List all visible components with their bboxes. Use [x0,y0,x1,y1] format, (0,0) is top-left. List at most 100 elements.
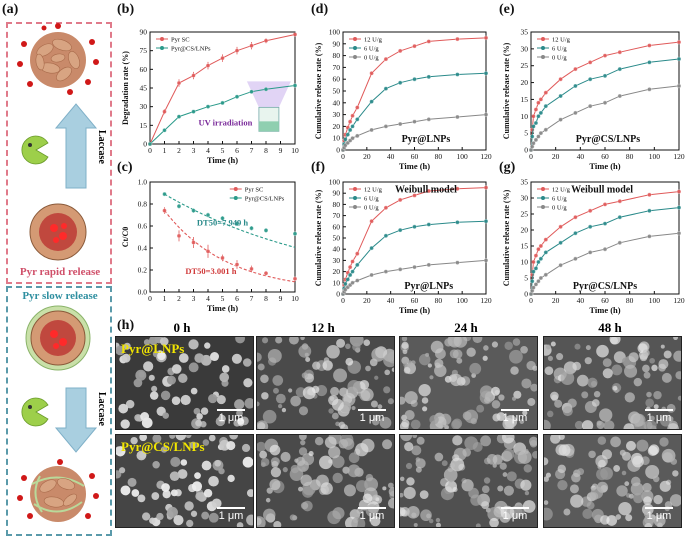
scale-bar-line [358,507,386,509]
legend-label: Pyr@CS/LNPs [245,196,285,203]
particle [550,435,561,444]
particle [512,338,521,346]
particle [434,364,447,377]
particle [443,468,458,482]
particle [242,358,252,367]
particle [288,337,299,345]
particle [632,413,646,427]
data-point [263,228,269,233]
particle [642,349,650,357]
chart-c: 0 1 2 3 4 5 6 7 8 9 10 0.0 0.2 0.4 0.6 0.8 1.0 Time (h) Ct… [121,178,299,314]
particle [421,397,429,404]
x-tick-label: 2 [177,146,181,155]
particle [624,481,630,487]
particle [298,344,312,358]
particle [482,355,488,361]
data-point [191,208,196,213]
particle [647,445,658,457]
legend-marker [353,46,357,50]
x-tick-label: 7 [250,294,254,303]
y-tick-label: 20 [333,267,341,276]
data-point [249,266,254,272]
uv-light-cone [246,81,291,108]
data-point [292,83,298,88]
data-point [426,262,431,268]
legend-marker [541,205,545,209]
x-tick-label: 40 [387,296,395,305]
particle [391,367,394,373]
data-point [369,127,374,133]
data-point [412,193,417,198]
particle [644,522,653,527]
column-title-0h: 0 h [173,320,191,335]
y-tick-label: 60 [333,75,341,84]
panel-letter-e: (e) [499,2,515,17]
x-tick-label: 60 [601,152,609,161]
data-point [536,134,541,139]
particle [406,477,415,486]
particle [148,337,158,346]
particle [178,373,188,384]
particle [347,464,361,478]
data-point [455,36,460,42]
panel-letter-f: (f) [311,160,325,175]
particle [418,353,431,366]
particle [618,501,632,516]
particle [621,470,627,476]
x-tick-label: 120 [480,152,492,161]
data-point [383,56,389,62]
x-tick-label: 3 [192,146,196,155]
data-point [350,136,355,141]
data-point [558,224,563,229]
data-point [176,204,182,209]
x-tick-label: 3 [192,294,196,303]
data-point [176,80,182,86]
particle [504,341,513,351]
data-point [426,74,431,79]
data-point [483,185,489,190]
data-point [347,119,353,124]
particle [173,515,184,526]
y-tick-label: 35 [521,178,529,187]
particle [118,403,129,414]
data-point [292,32,298,37]
scale-bar: 1 μm [358,507,386,522]
particle [365,365,371,372]
data-point [558,117,563,122]
particle [429,414,439,425]
particle [550,341,556,347]
series-g-2 [528,231,682,297]
particle [449,462,455,469]
y-tick-label: 0.0 [138,288,148,297]
x-tick-label: 5 [221,294,225,303]
particle [544,457,549,466]
column-title-48h: 48 h [598,320,622,335]
data-point [538,110,544,116]
laccase-label-bottom: Laccase [96,392,107,426]
data-point [426,222,431,227]
particle [332,507,345,520]
particle [305,357,311,363]
panel-letter-g: (g) [499,160,516,175]
x-tick-label: 9 [279,294,283,303]
particle [387,497,394,509]
particle [151,385,158,392]
particle [456,357,463,364]
particle [557,464,567,474]
sem-texture [400,435,537,527]
particle [120,485,131,496]
y-tick-label: 0.4 [138,244,148,253]
particle [123,342,131,350]
particle [527,397,536,406]
data-point [483,258,489,263]
particle [672,470,679,477]
particle [476,404,485,413]
particle [449,373,463,387]
particle [623,423,635,429]
particle [196,413,203,420]
chart-annotation: Pyr@LNPs [404,281,453,292]
data-point [234,262,240,267]
data-point [617,66,622,72]
scale-bar: 1 μm [501,507,529,522]
particle [166,375,176,385]
